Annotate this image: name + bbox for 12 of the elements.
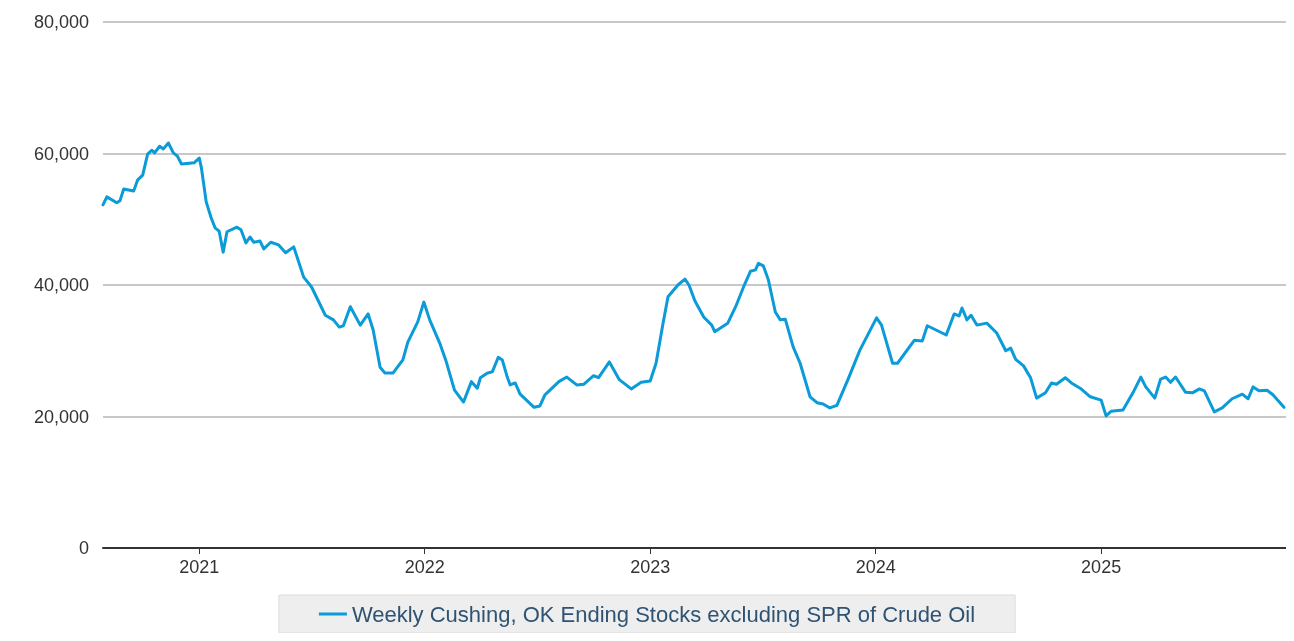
x-tick-label: 2024 [855,557,896,577]
y-tick-label: 40,000 [33,275,89,295]
x-tick-label: 2022 [404,557,445,577]
y-tick-label: 0 [78,538,89,558]
legend-label: Weekly Cushing, OK Ending Stocks excluding SPR of Crude Oil [351,601,976,627]
x-tick-label: 2025 [1081,557,1122,577]
y-tick-label: 60,000 [33,143,89,164]
line-series [101,141,1286,418]
y-tick-label: 80,000 [33,12,89,32]
x-tick-label: 2021 [179,557,220,577]
x-tick-label: 2023 [630,557,671,577]
y-tick-label: 20,000 [33,406,89,427]
